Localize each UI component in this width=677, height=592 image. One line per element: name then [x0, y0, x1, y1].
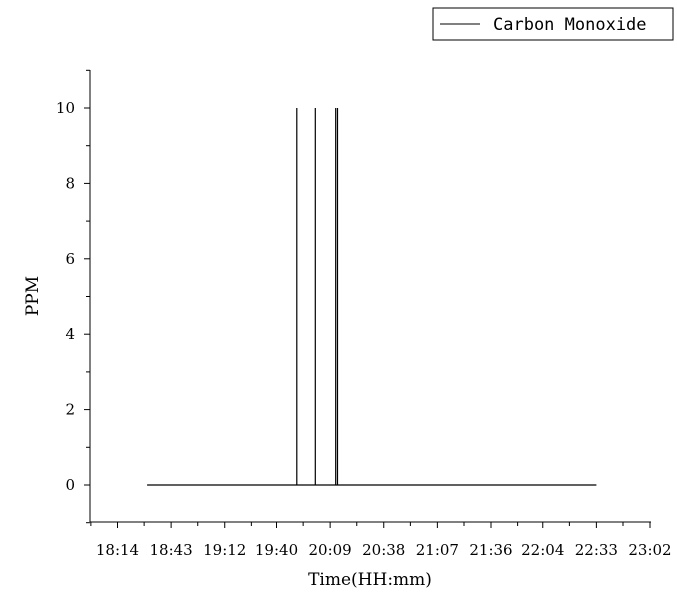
x-tick-label-7: 21:36: [469, 541, 512, 559]
x-tick-label-5: 20:38: [362, 541, 405, 559]
x-ticks: 18:14 18:43 19:12 19:40 20:09 20:38 21:07 21:36…: [90, 522, 672, 559]
y-tick-label-5: 10: [56, 99, 75, 117]
y-tick-label-4: 8: [65, 174, 75, 192]
series-layer: [147, 108, 597, 486]
x-tick-label-3: 19:40: [255, 541, 298, 559]
y-ticks: 0 2 4 6 8 10: [56, 69, 90, 524]
x-tick-label-10: 23:02: [628, 541, 671, 559]
legend-label-carbon-monoxide: Carbon Monoxide: [493, 15, 647, 35]
y-tick-label-1: 2: [65, 401, 75, 419]
y-tick-label-3: 6: [65, 250, 75, 268]
x-tick-label-1: 18:43: [150, 541, 193, 559]
x-tick-label-0: 18:14: [96, 541, 139, 559]
legend: Carbon Monoxide: [432, 7, 674, 41]
x-axis-title: Time(HH:mm): [308, 570, 432, 590]
y-tick-label-2: 4: [65, 325, 75, 343]
series-line-0: [147, 108, 597, 486]
x-tick-label-4: 20:09: [309, 541, 352, 559]
x-tick-label-6: 21:07: [416, 541, 459, 559]
x-tick-label-2: 19:12: [203, 541, 246, 559]
y-axis-title: PPM: [23, 276, 43, 316]
y-tick-label-0: 0: [65, 476, 75, 494]
x-tick-label-9: 22:33: [575, 541, 618, 559]
x-tick-label-8: 22:04: [521, 541, 564, 559]
